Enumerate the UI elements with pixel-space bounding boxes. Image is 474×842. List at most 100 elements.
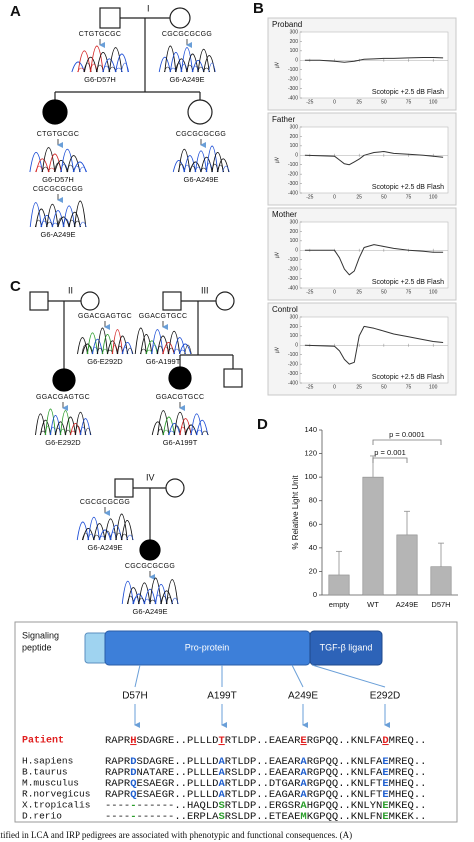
domain-label: TGF-β ligand	[320, 642, 373, 652]
peak	[222, 165, 230, 173]
mutation-label: A199T	[207, 691, 236, 702]
highlighted-residue: -	[130, 800, 136, 812]
peak	[206, 145, 219, 173]
domain-label: Pro-protein	[185, 642, 230, 652]
x-tick-label: 100	[429, 384, 438, 390]
pedigree-i: I	[42, 3, 213, 125]
x-tick-label: 0	[333, 384, 336, 390]
female	[215, 291, 235, 311]
erg-plot	[299, 221, 449, 289]
highlighted-residue: D	[130, 767, 136, 779]
erg-panel: Mother µV 300 200 100 0 -100 -200 -300 -400 -25 0 25…	[267, 207, 457, 301]
peak	[60, 149, 75, 173]
sequence-segment: SDAGRE..PLLLD	[137, 756, 219, 768]
chromatogram: CGCGCGCGG G6-A249E	[76, 499, 134, 552]
signal-peptide-box	[84, 632, 108, 664]
highlighted-residue: -	[130, 811, 136, 823]
peak	[45, 408, 56, 436]
female	[80, 291, 100, 311]
sequence: -----------..ERPLASRSLDP..ETEAEMKGPQQ..K…	[105, 811, 426, 823]
peak	[77, 337, 88, 355]
peak	[162, 416, 175, 436]
peak	[144, 588, 156, 605]
peak	[185, 424, 198, 436]
y-tick-label: 100	[304, 472, 317, 481]
sequence-segment: MKEQ..	[389, 800, 427, 812]
x-tick-label: 75	[406, 194, 412, 200]
x-tick-label: -25	[306, 99, 313, 105]
y-unit: µV	[274, 156, 280, 163]
sequence-segment: RSLDP..ETEAE	[225, 811, 301, 823]
panel-label: C	[10, 278, 21, 295]
variant-label: G6-A199T	[146, 357, 181, 366]
erg-panel: Control µV 300 200 100 0 -100 -200 -300 -400 -25 0 2…	[267, 302, 457, 396]
highlighted-residue: A	[300, 767, 307, 779]
significance-bracket	[372, 457, 408, 463]
peak	[173, 412, 187, 436]
peak	[60, 410, 71, 436]
peak	[66, 155, 81, 173]
peak	[57, 216, 70, 228]
sequence-segment: RGPQQ..KNLFA	[307, 756, 383, 768]
y-tick-label: -100	[288, 162, 298, 168]
sequence-segment: KGPQQ..KNLFN	[307, 811, 383, 823]
species-name: M.musculus	[22, 778, 79, 789]
peak	[35, 413, 46, 436]
sequence-label: GGACGAGTGC	[36, 394, 90, 401]
species-name: H.sapiens	[22, 756, 73, 767]
sequence-segment: ------..HAQLD	[137, 800, 219, 812]
peak	[90, 45, 104, 73]
highlighted-residue: E	[382, 789, 388, 801]
y-tick-label: 100	[290, 143, 299, 149]
y-tick-label: 0	[295, 248, 298, 254]
peak	[197, 49, 210, 73]
peak	[108, 47, 123, 73]
species-name: D.rerio	[22, 811, 62, 822]
peak	[87, 517, 100, 541]
x-tick-label: 100	[429, 289, 438, 295]
x-tick-label: A249E	[396, 600, 419, 609]
peak	[97, 327, 108, 355]
erg-title: Mother	[272, 210, 297, 219]
peak	[83, 56, 98, 73]
variant-label: G6-A249E	[169, 75, 204, 84]
x-tick-label: -25	[306, 194, 313, 200]
highlighted-residue: M	[300, 811, 306, 823]
p-value: p = 0.0001	[389, 430, 425, 439]
sequence: -----------..HAQLDSRTLDP..ERGSRAHGPQQ..K…	[105, 800, 426, 812]
variant-label: G6-A249E	[183, 175, 218, 184]
stimulus-label: Scotopic +2.5 dB Flash	[372, 374, 444, 381]
sequence-segment: ESAEGR..PLLLD	[137, 789, 219, 801]
sequence-label: CGCGCGCGG	[162, 31, 212, 38]
affected-female	[52, 368, 76, 392]
y-tick-label: 300	[290, 124, 299, 130]
peak	[171, 597, 179, 605]
y-tick-label: -100	[288, 257, 298, 263]
peak	[175, 58, 188, 73]
highlighted-residue: H	[130, 735, 136, 747]
chromatogram: GGACGTGCC G6-A199T	[134, 313, 192, 366]
y-tick-label: 20	[309, 566, 317, 575]
sequence-segment: RGPQQ..KNLFT	[307, 778, 383, 790]
panel-label: A	[10, 3, 21, 20]
species-name: R.norvegicus	[22, 789, 90, 800]
sequence-segment: MHEQ..	[389, 789, 427, 801]
sequence-label: CTGTGCGC	[79, 31, 121, 38]
x-tick-label: -25	[306, 289, 313, 295]
connector	[134, 664, 141, 688]
erg-plot	[299, 31, 449, 99]
chromatogram: CTGTGCGC G6-D57H	[71, 31, 130, 84]
bar	[328, 574, 350, 596]
generation-label: III	[201, 285, 209, 295]
mutation-label: D57H	[122, 691, 148, 702]
y-tick-label: -300	[288, 371, 298, 377]
highlighted-residue: A	[218, 778, 225, 790]
peak	[102, 333, 113, 355]
sequence-segment: ------..ERPLA	[137, 811, 220, 823]
peak	[180, 47, 194, 73]
y-tick-label: -300	[288, 181, 298, 187]
peak	[121, 581, 134, 605]
highlighted-residue: E	[382, 767, 388, 779]
sequence-segment: MREQ..	[389, 756, 427, 768]
